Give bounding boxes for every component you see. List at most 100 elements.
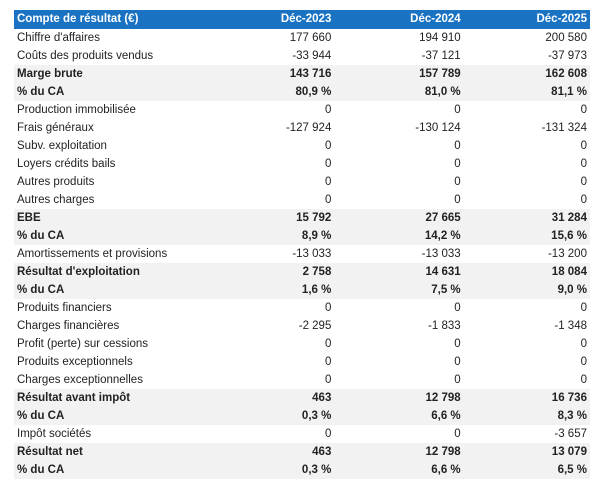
row-value: 27 665	[425, 212, 461, 224]
row-value: -131 324	[541, 122, 587, 134]
row-value: 0	[324, 194, 332, 206]
table-row: Chiffre d'affaires 177 660 194 910 200 580	[14, 29, 590, 47]
row-label: Loyers crédits bails	[17, 158, 116, 170]
row-value: 8,9 %	[301, 230, 332, 242]
row-value: 0	[580, 302, 587, 314]
row-value: 6,6 %	[431, 464, 461, 476]
table-row: Charges exceptionnelles 0 0 0	[14, 371, 590, 389]
row-value: 18 084	[551, 266, 587, 278]
row-value: 14,2 %	[424, 230, 461, 242]
row-value: 0	[324, 374, 332, 386]
row-value: 0	[324, 176, 332, 188]
row-value: 0,3 %	[301, 410, 332, 422]
row-label: Chiffre d'affaires	[17, 32, 100, 44]
header-col-2024: Déc-2024	[410, 13, 461, 25]
row-value: 80,9 %	[295, 86, 332, 98]
row-value: 0	[454, 302, 461, 314]
row-value: 0	[580, 158, 587, 170]
row-value: 12 798	[425, 392, 461, 404]
row-value: 0	[324, 158, 332, 170]
table-header: Compte de résultat (€) Déc-2023 Déc-2024…	[14, 10, 590, 29]
table-row: Produits financiers 0 0 0	[14, 299, 590, 317]
row-value: 200 580	[545, 32, 587, 44]
table-row: Amortissements et provisions -13 033 -13 0…	[14, 245, 590, 263]
row-value: 81,1 %	[551, 86, 587, 98]
table-row: Produits exceptionnels 0 0 0	[14, 353, 590, 371]
row-label: % du CA	[17, 464, 65, 476]
row-label: Charges exceptionnelles	[17, 374, 143, 386]
row-value: 1,6 %	[301, 284, 332, 296]
row-value: 15 792	[296, 212, 332, 224]
table-row: Impôt sociétés 0 0 -3 657	[14, 425, 590, 443]
table-row: Subv. exploitation 0 0 0	[14, 137, 590, 155]
row-value: 0	[324, 104, 332, 116]
row-label: % du CA	[17, 230, 65, 242]
row-value: 194 910	[419, 32, 461, 44]
row-label: % du CA	[17, 86, 65, 98]
row-value: 81,0 %	[424, 86, 461, 98]
row-value: 162 608	[545, 68, 587, 80]
row-value: 0	[454, 338, 461, 350]
row-label: Marge brute	[17, 68, 83, 80]
row-label: Autres produits	[17, 176, 95, 188]
row-value: 177 660	[289, 32, 332, 44]
row-value: 8,3 %	[557, 410, 587, 422]
row-value: 463	[312, 392, 332, 404]
row-value: -127 924	[285, 122, 332, 134]
row-value: 0	[580, 194, 587, 206]
row-value: 143 716	[289, 68, 332, 80]
row-value: 6,5 %	[557, 464, 587, 476]
table-row: Autres charges 0 0 0	[14, 191, 590, 209]
row-value: -1 833	[428, 320, 461, 332]
row-value: 0	[324, 140, 332, 152]
row-value: 15,6 %	[551, 230, 587, 242]
row-value: 0	[454, 158, 461, 170]
row-label: Amortissements et provisions	[17, 248, 168, 260]
row-label: Autres charges	[17, 194, 95, 206]
row-value: 0,3 %	[301, 464, 332, 476]
row-label: Charges financières	[17, 320, 120, 332]
row-value: 0	[324, 356, 332, 368]
row-label: % du CA	[17, 284, 65, 296]
row-value: 13 079	[551, 446, 587, 458]
table-row: Charges financières -2 295 -1 833 -1 348	[14, 317, 590, 335]
row-label: Frais généraux	[17, 122, 94, 134]
row-label: Profit (perte) sur cessions	[17, 338, 149, 350]
row-value: -130 124	[415, 122, 461, 134]
table-row: EBE 15 792 27 665 31 284	[14, 209, 590, 227]
row-value: 0	[324, 428, 332, 440]
row-value: 12 798	[425, 446, 461, 458]
row-label: Coûts des produits vendus	[17, 50, 154, 62]
header-col-2025: Déc-2025	[536, 13, 587, 25]
row-value: 9,0 %	[557, 284, 587, 296]
header-title: Compte de résultat (€)	[17, 13, 139, 25]
income-statement-table: Compte de résultat (€) Déc-2023 Déc-2024…	[14, 10, 590, 479]
table-row: Autres produits 0 0 0	[14, 173, 590, 191]
row-value: 0	[580, 374, 587, 386]
row-label: Produits exceptionnels	[17, 356, 133, 368]
header-col-2023: Déc-2023	[280, 13, 332, 25]
table-row: Résultat d'exploitation 2 758 14 631 18 084	[14, 263, 590, 281]
row-value: 0	[580, 104, 587, 116]
table-row: Marge brute 143 716 157 789 162 608	[14, 65, 590, 83]
row-value: 6,6 %	[431, 410, 461, 422]
row-value: 0	[454, 194, 461, 206]
row-value: 31 284	[551, 212, 587, 224]
row-label: Impôt sociétés	[17, 428, 92, 440]
table-row: Résultat avant impôt 463 12 798 16 736	[14, 389, 590, 407]
table-row: Frais généraux -127 924 -130 124 -131 324	[14, 119, 590, 137]
row-value: -13 200	[547, 248, 587, 260]
row-value: 0	[454, 104, 461, 116]
row-value: 16 736	[551, 392, 587, 404]
row-label: Résultat net	[17, 446, 83, 458]
row-label: Subv. exploitation	[17, 140, 107, 152]
row-value: 0	[580, 140, 587, 152]
row-value: -2 295	[298, 320, 332, 332]
row-label: Résultat d'exploitation	[17, 266, 140, 278]
row-value: -37 973	[547, 50, 587, 62]
row-value: -13 033	[421, 248, 461, 260]
row-value: 463	[312, 446, 332, 458]
row-value: -3 657	[554, 428, 587, 440]
row-value: 0	[454, 140, 461, 152]
table-row: Loyers crédits bails 0 0 0	[14, 155, 590, 173]
